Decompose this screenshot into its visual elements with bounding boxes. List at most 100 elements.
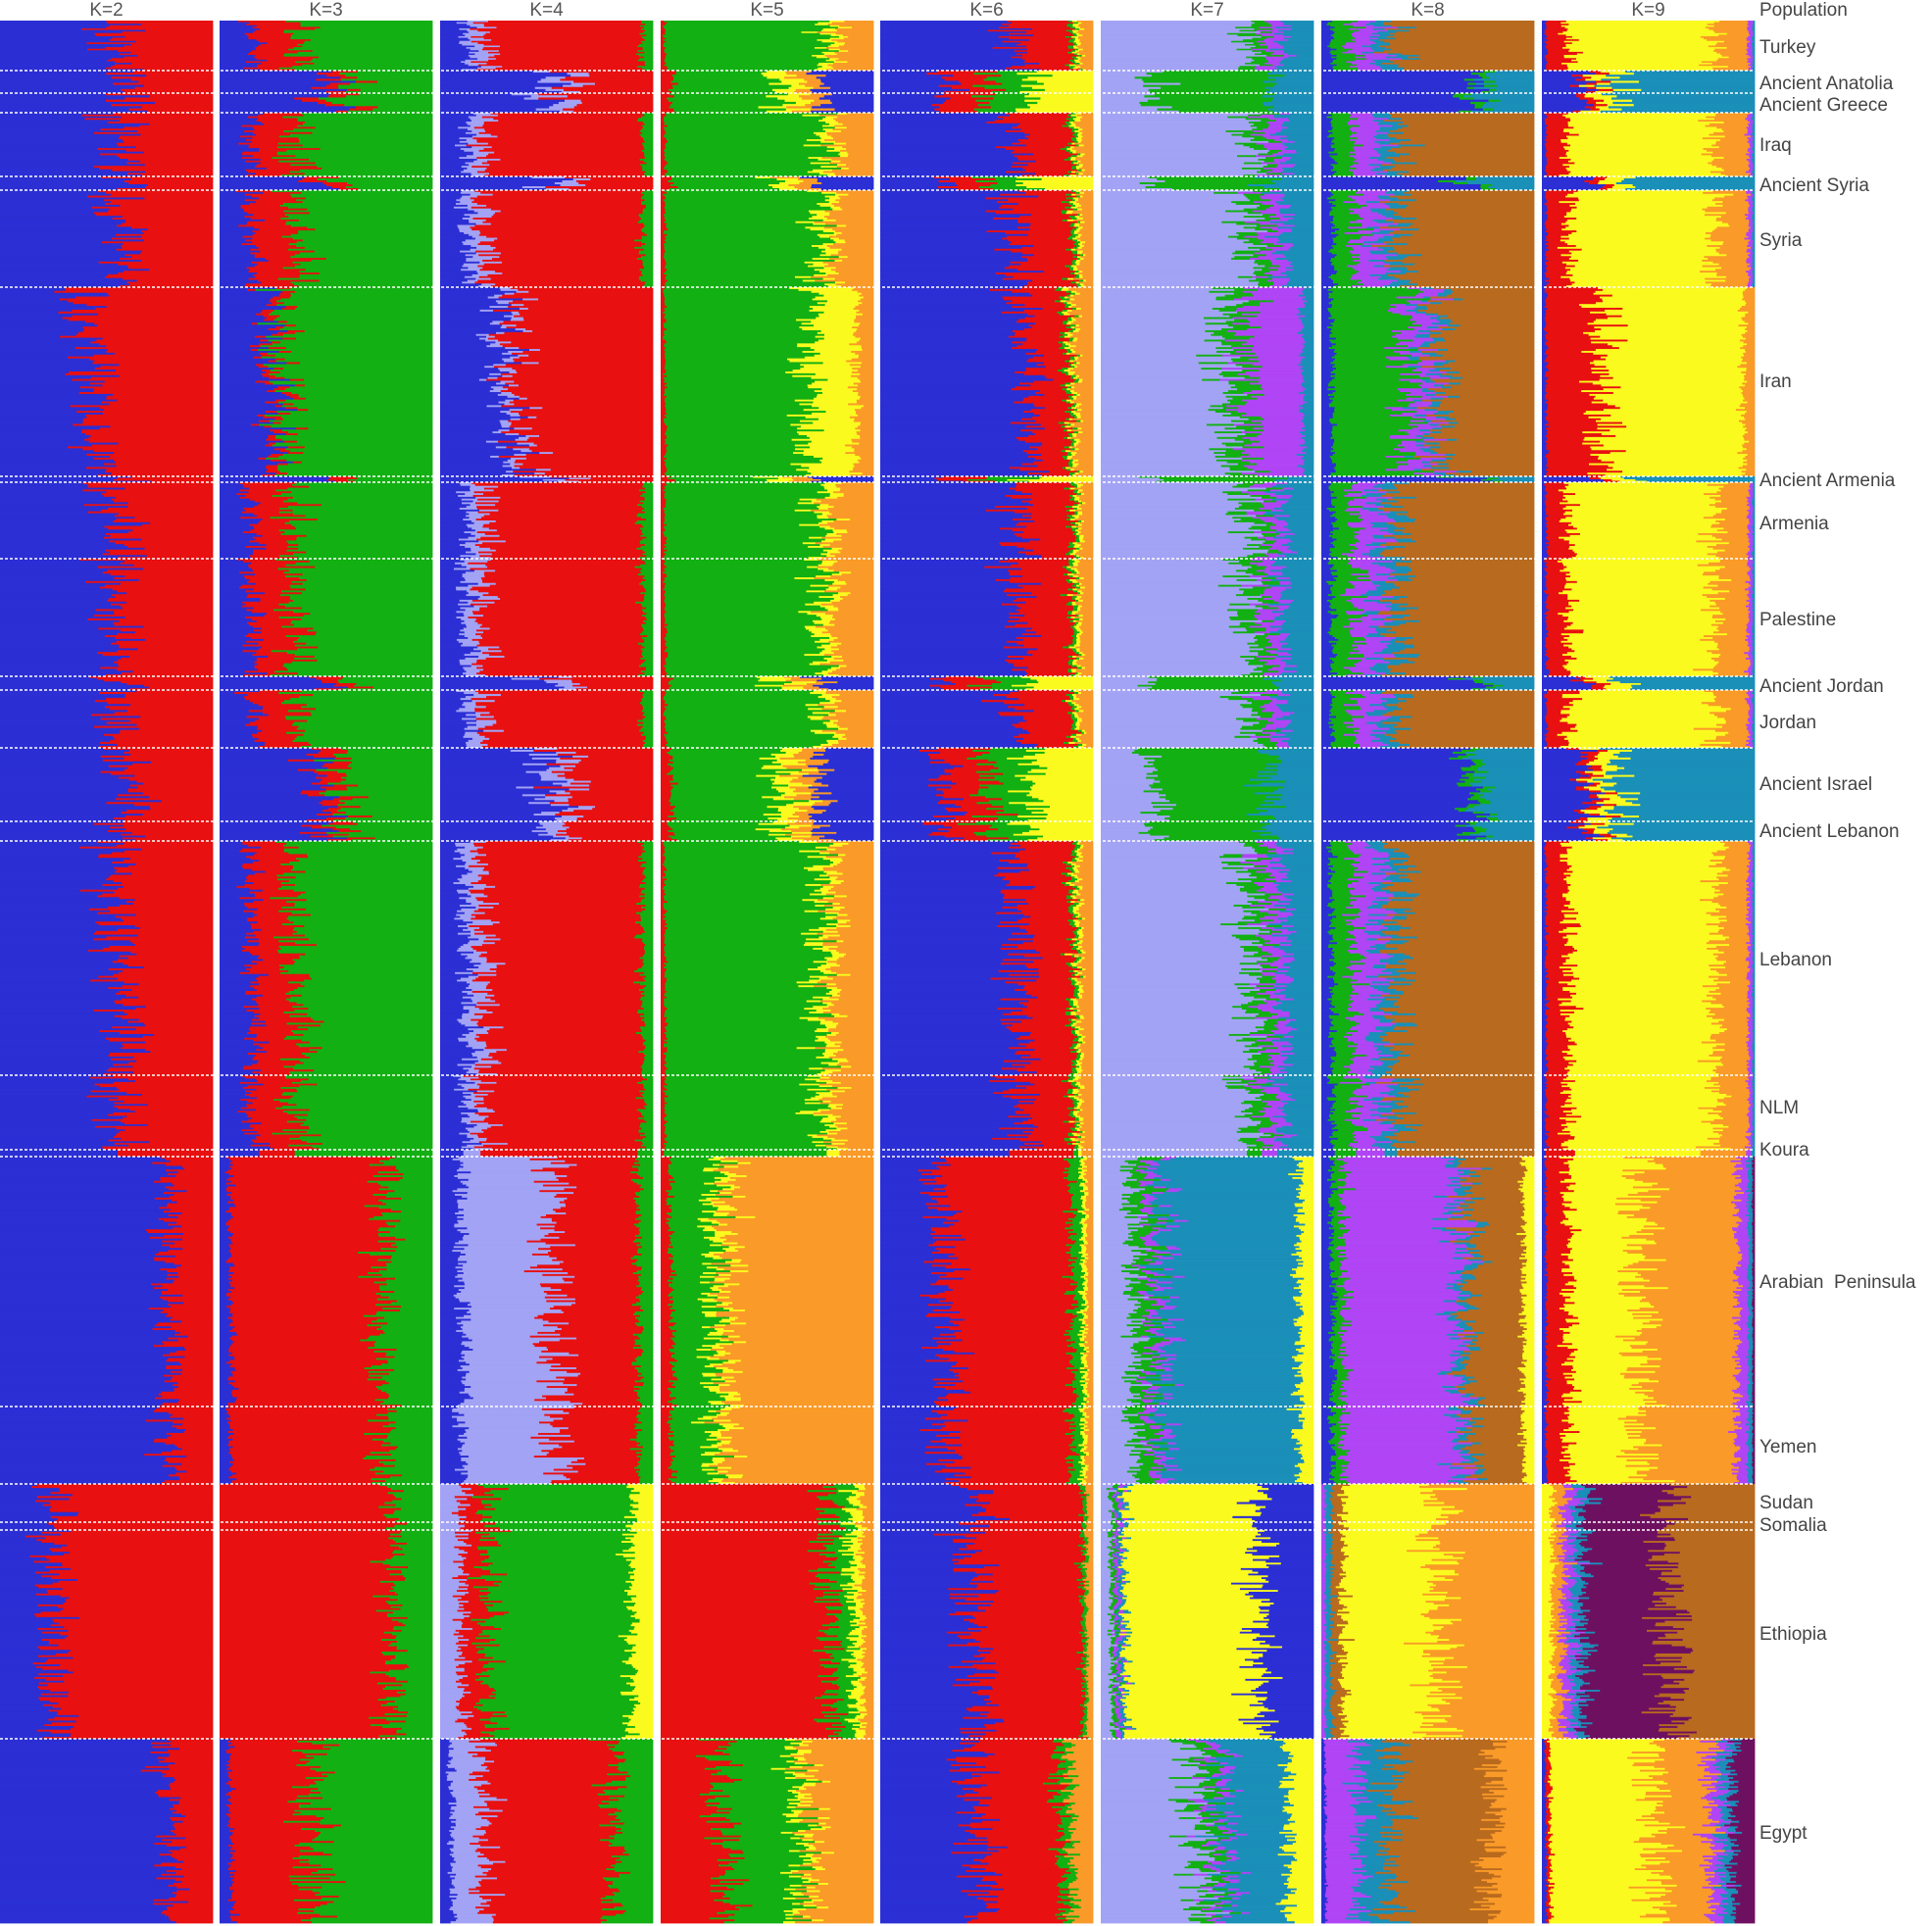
ancestry-segment <box>115 233 214 237</box>
ancestry-segment <box>38 1654 214 1658</box>
ancestry-segment <box>124 544 214 547</box>
ancestry-segment <box>32 1662 214 1665</box>
ancestry-segment <box>0 1550 53 1553</box>
ancestry-segment <box>242 153 278 156</box>
ancestry-segment <box>148 686 214 689</box>
ancestry-segment <box>0 1207 160 1210</box>
ancestry-segment <box>0 228 148 231</box>
ancestry-segment <box>0 130 138 133</box>
ancestry-segment <box>174 1255 214 1259</box>
ancestry-segment <box>0 590 118 593</box>
ancestry-segment <box>174 1778 214 1782</box>
ancestry-segment <box>0 1793 159 1797</box>
ancestry-segment <box>166 1457 214 1460</box>
ancestry-segment <box>0 1595 62 1598</box>
ancestry-segment <box>0 1244 163 1247</box>
ancestry-segment <box>0 1506 52 1509</box>
ancestry-segment <box>53 1620 214 1623</box>
ancestry-segment <box>0 1399 180 1402</box>
ancestry-segment <box>95 930 214 934</box>
ancestry-segment <box>105 203 214 206</box>
ancestry-segment <box>0 1419 147 1422</box>
ancestry-segment <box>0 1067 110 1070</box>
ancestry-segment <box>108 527 214 530</box>
ancestry-segment <box>0 386 81 389</box>
ancestry-segment <box>0 1328 153 1331</box>
ancestry-segment <box>0 914 136 916</box>
ancestry-segment <box>121 1120 214 1123</box>
ancestry-segment <box>0 1376 173 1379</box>
ancestry-segment <box>0 248 117 252</box>
ancestry-segment <box>102 883 214 887</box>
ancestry-segment <box>0 335 61 338</box>
ancestry-segment <box>101 493 214 496</box>
ancestry-segment <box>0 440 90 443</box>
ancestry-segment <box>0 1221 177 1224</box>
ancestry-segment <box>34 1584 214 1587</box>
ancestry-segment <box>0 1460 169 1464</box>
ancestry-segment <box>100 366 214 369</box>
ancestry-segment <box>166 1163 214 1166</box>
ancestry-segment <box>0 1358 169 1360</box>
ancestry-segment <box>0 313 99 317</box>
ancestry-segment <box>0 1109 130 1111</box>
ancestry-segment <box>67 356 214 360</box>
ancestry-segment <box>126 1115 214 1118</box>
ancestry-segment <box>220 149 260 153</box>
ancestry-segment <box>0 1908 168 1911</box>
ancestry-segment <box>0 1753 171 1756</box>
ancestry-segment <box>107 292 214 296</box>
ancestry-segment <box>260 158 310 162</box>
ancestry-segment <box>0 263 119 266</box>
ancestry-segment <box>220 27 261 30</box>
ancestry-segment <box>67 1544 214 1548</box>
ancestry-segment <box>0 469 107 471</box>
ancestry-segment <box>0 1466 175 1469</box>
ancestry-segment <box>139 160 214 163</box>
ancestry-segment <box>0 1028 137 1031</box>
ancestry-segment <box>0 1322 159 1325</box>
ancestry-segment <box>220 63 263 66</box>
ancestry-segment <box>0 575 125 578</box>
ancestry-segment <box>100 770 214 774</box>
ancestry-segment <box>44 1724 214 1727</box>
ancestry-segment <box>120 204 214 208</box>
ancestry-segment <box>0 1815 186 1818</box>
ancestry-segment <box>97 324 214 327</box>
ancestry-segment <box>111 104 214 107</box>
ancestry-segment <box>161 1873 214 1876</box>
ancestry-segment <box>180 1797 214 1800</box>
ancestry-segment <box>0 544 125 547</box>
ancestry-segment <box>123 824 214 827</box>
ancestry-segment <box>0 1904 173 1907</box>
ancestry-segment <box>179 1478 214 1481</box>
ancestry-segment <box>79 559 214 562</box>
ancestry-segment <box>0 84 145 88</box>
ancestry-segment <box>123 969 214 973</box>
ancestry-segment <box>90 1076 214 1079</box>
ancestry-segment <box>114 1000 214 1003</box>
ancestry-segment <box>145 1024 214 1027</box>
ancestry-segment <box>38 1697 214 1700</box>
ancestry-segment <box>0 1758 166 1761</box>
ancestry-segment <box>87 617 214 621</box>
ancestry-segment <box>93 166 214 169</box>
ancestry-segment <box>182 1368 214 1372</box>
ancestry-segment <box>181 1165 214 1168</box>
ancestry-segment <box>169 1799 214 1802</box>
ancestry-segment <box>147 184 214 187</box>
ancestry-segment <box>0 1601 67 1604</box>
ancestry-segment <box>108 765 214 768</box>
ancestry-segment <box>0 1509 51 1513</box>
ancestry-segment <box>130 78 214 81</box>
ancestry-segment <box>146 74 214 77</box>
ancestry-segment <box>49 1640 214 1644</box>
ancestry-segment <box>0 817 115 820</box>
ancestry-segment <box>121 1137 214 1141</box>
ancestry-segment <box>0 1275 179 1279</box>
ancestry-segment <box>258 118 298 121</box>
ancestry-segment <box>0 523 143 526</box>
ancestry-segment <box>0 1590 48 1593</box>
ancestry-segment <box>0 219 126 222</box>
ancestry-segment <box>0 1809 177 1812</box>
